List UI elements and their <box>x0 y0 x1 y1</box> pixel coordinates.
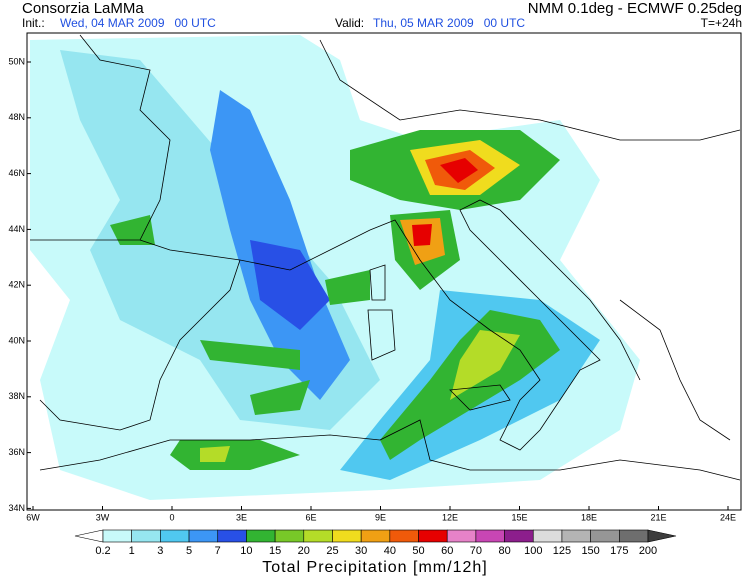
colorbar-label: 20 <box>298 545 310 557</box>
colorbar-box <box>418 529 448 543</box>
colorbar-label: 50 <box>412 545 424 557</box>
lon-label: 6W <box>26 512 40 522</box>
init-label: Init.: <box>22 16 45 30</box>
precip-peak <box>440 158 478 183</box>
colorbar-label: 70 <box>470 545 482 557</box>
lat-label: 48N <box>8 112 25 122</box>
precip-peak <box>412 224 432 246</box>
colorbar-label: 5 <box>186 545 192 557</box>
colorbar-label: 80 <box>498 545 510 557</box>
precip-band <box>250 240 330 330</box>
colorbar-box <box>360 529 391 543</box>
precip-africa <box>200 446 230 462</box>
colorbar-box <box>532 529 563 543</box>
colorbar-box <box>274 529 305 543</box>
colorbar-label: 100 <box>524 545 542 557</box>
lon-label: 9E <box>375 512 386 522</box>
colorbar-label: 60 <box>441 545 453 557</box>
colorbar-label: 25 <box>326 545 338 557</box>
lat-label: 34N <box>8 503 25 513</box>
lat-label: 44N <box>8 224 25 234</box>
lon-label: 18E <box>581 512 597 522</box>
colorbar-box <box>446 529 477 543</box>
lat-label: 42N <box>8 280 25 290</box>
precip-band <box>325 270 370 305</box>
coastlines <box>30 34 741 481</box>
colorbar-label: 40 <box>384 545 396 557</box>
colorbar-label: 1 <box>129 545 135 557</box>
colorbar-box <box>131 529 161 543</box>
colorbar-box <box>102 529 132 543</box>
left-title: Consorzia LaMMa <box>22 0 144 17</box>
colorbar-label: 200 <box>639 545 657 557</box>
colorbar-label: 125 <box>553 545 571 557</box>
colorbar-box <box>504 529 534 543</box>
precip-field <box>30 35 640 500</box>
map <box>26 32 742 511</box>
colorbar-box <box>246 529 276 543</box>
colorbar-label: 150 <box>581 545 599 557</box>
lon-label: 6E <box>305 512 316 522</box>
colorbar-box <box>475 529 505 543</box>
lon-label: 0 <box>169 512 174 522</box>
colorbar-box <box>160 529 190 543</box>
colorbar-box <box>619 529 649 543</box>
colorbar-box <box>188 529 219 543</box>
valid-label: Valid: <box>335 16 364 30</box>
lead-time: T=+24h <box>701 16 742 30</box>
colorbar-box <box>217 529 247 543</box>
lat-label: 50N <box>8 56 25 66</box>
colorbar-box <box>389 529 419 543</box>
colorbar-label: 0.2 <box>95 545 110 557</box>
colorbar-label: 10 <box>240 545 252 557</box>
lon-label: 21E <box>650 512 666 522</box>
precip-africa <box>170 440 300 470</box>
colorbar: 0.2 1 3 5 7 10 15 20 25 30 40 50 60 70 80 100 125 150 175 2… <box>74 529 677 557</box>
valid-time: Thu, 05 MAR 2009 00 UTC <box>373 16 525 30</box>
precip-band <box>250 380 310 415</box>
lat-label: 36N <box>8 447 25 457</box>
map-frame <box>26 32 742 511</box>
colorbar-label: 15 <box>269 545 281 557</box>
lat-label: 38N <box>8 391 25 401</box>
colorbar-box <box>303 529 333 543</box>
colorbar-box <box>590 529 620 543</box>
colorbar-box <box>332 529 362 543</box>
colorbar-box <box>561 529 591 543</box>
lon-label: 24E <box>720 512 736 522</box>
lon-label: 12E <box>442 512 458 522</box>
colorbar-label: 175 <box>610 545 628 557</box>
colorbar-end <box>647 529 677 543</box>
lon-label: 3W <box>96 512 110 522</box>
legend-title: Total Precipitation [mm/12h] <box>262 559 487 576</box>
colorbar-label: 3 <box>157 545 163 557</box>
precip-band <box>210 90 350 400</box>
init-time: Wed, 04 MAR 2009 00 UTC <box>60 16 216 30</box>
lon-label: 3E <box>236 512 247 522</box>
right-title: NMM 0.1deg - ECMWF 0.25deg <box>528 0 742 17</box>
lon-label: 15E <box>511 512 527 522</box>
colorbar-label: 30 <box>355 545 367 557</box>
lat-label: 46N <box>8 168 25 178</box>
colorbar-label: 7 <box>215 545 221 557</box>
precip-biscay <box>110 215 155 245</box>
precip-band <box>450 330 520 400</box>
precip-band <box>200 340 300 370</box>
lat-label: 40N <box>8 335 25 345</box>
